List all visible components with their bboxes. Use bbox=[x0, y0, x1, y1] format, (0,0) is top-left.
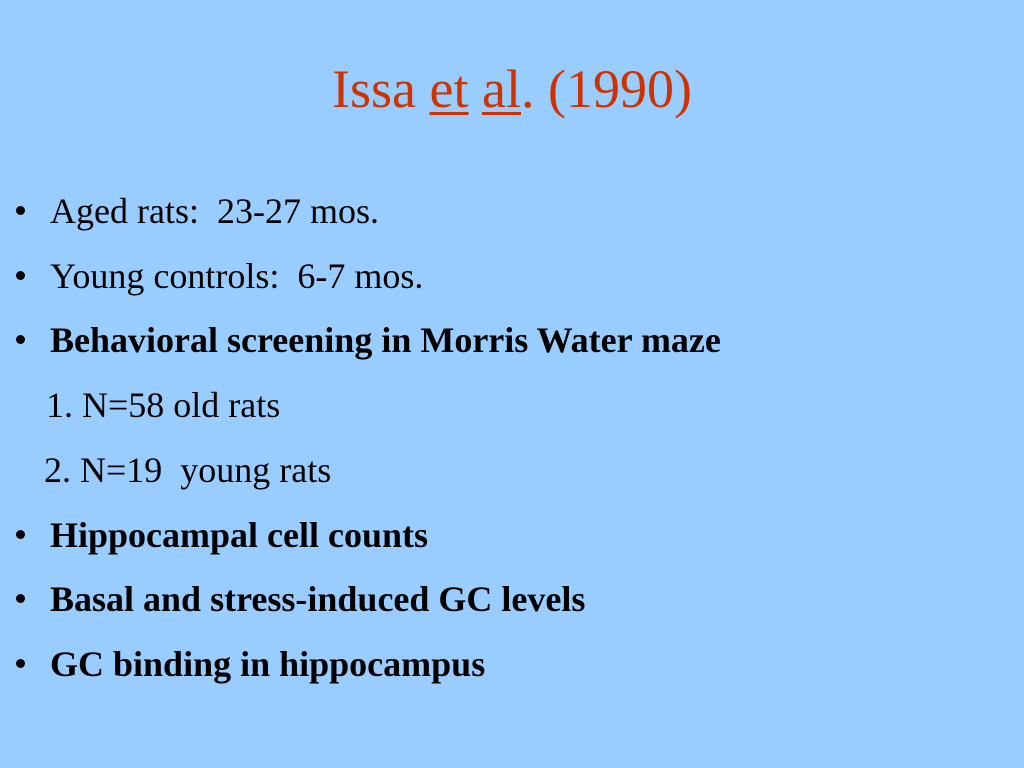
title-part: Issa bbox=[332, 59, 430, 119]
bullet-dot bbox=[16, 206, 25, 215]
bullet-item: Basal and stress-induced GC levels bbox=[50, 579, 586, 620]
title-part: al bbox=[482, 59, 521, 119]
bullet-dot bbox=[16, 335, 25, 345]
bullet-dot bbox=[16, 529, 25, 539]
bullet-item: Hippocampal cell counts bbox=[50, 514, 429, 555]
bullet-item: GC binding in hippocampus bbox=[50, 643, 486, 684]
bullet-item: Young controls: 6-7 mos. bbox=[50, 255, 424, 296]
bullet-dot bbox=[16, 658, 25, 668]
sub-item: 1. N=58 old rats bbox=[46, 385, 281, 426]
bullet-dot bbox=[16, 594, 25, 604]
title-part: et bbox=[429, 59, 469, 119]
bullet-item: Behavioral screening in Morris Water maz… bbox=[50, 320, 721, 361]
sub-item: 2. N=19 young rats bbox=[44, 449, 332, 490]
title-part bbox=[469, 59, 483, 119]
title-part: . (1990) bbox=[520, 59, 692, 119]
bullet-dot bbox=[16, 270, 25, 280]
bullet-item: Aged rats: 23-27 mos. bbox=[50, 191, 379, 231]
slide-title: Issa et al. (1990) bbox=[0, 62, 1024, 116]
